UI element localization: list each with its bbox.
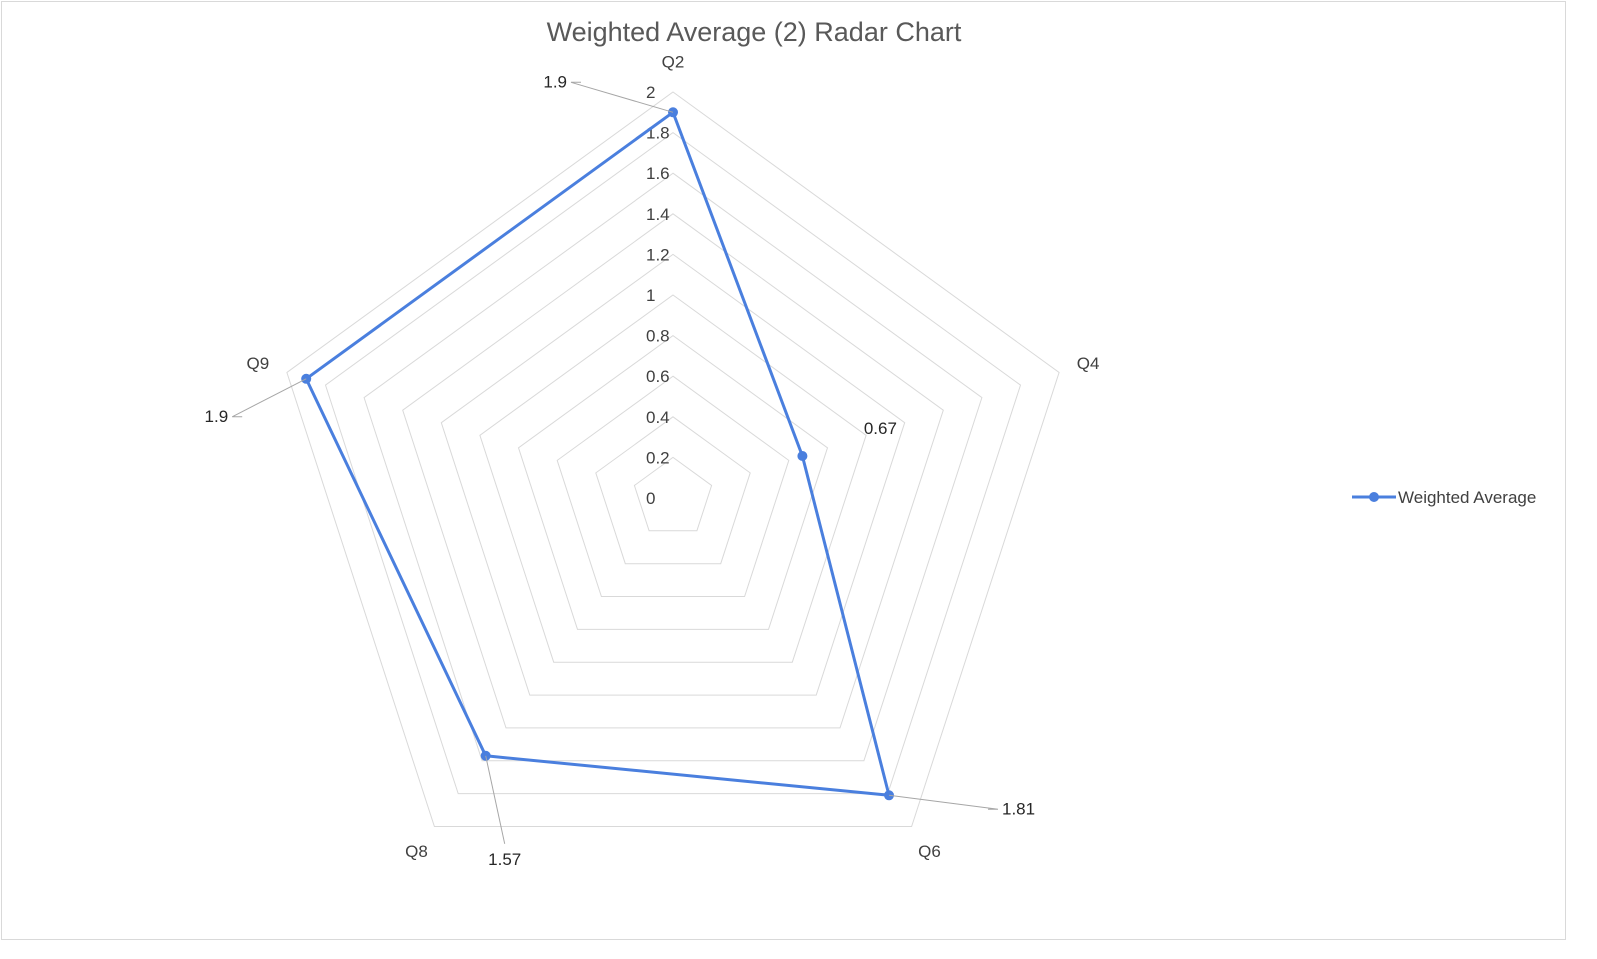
category-label-q8: Q8	[405, 842, 428, 861]
data-label-leader-line	[570, 81, 674, 113]
grid-ring	[556, 375, 790, 597]
category-labels: Q2 Q4 Q6 Q8 Q9	[247, 53, 1100, 861]
radial-tick-label: 0.6	[646, 367, 670, 386]
data-labels: 1.90.671.811.571.9	[205, 72, 1036, 869]
radial-tick-label: 2	[646, 83, 655, 102]
radial-tick-label: 1.4	[646, 205, 670, 224]
grid-ring	[595, 416, 751, 565]
data-label-leader-line	[888, 794, 999, 810]
data-label-q6: 1.81	[1002, 799, 1035, 818]
data-label-leader-line	[231, 378, 307, 418]
grid-ring	[363, 172, 983, 762]
chart-title: Weighted Average (2) Radar Chart	[547, 17, 962, 47]
radar-chart: Weighted Average (2) Radar Chart 0 0.2 0.4…	[205, 17, 1537, 869]
radial-tick-labels: 0 0.2 0.4 0.6 0.8 1 1.2 1.4 1.6 1.8 2	[646, 83, 670, 508]
radial-tick-label: 1.6	[646, 164, 670, 183]
radial-tick-label: 1.8	[646, 124, 670, 143]
grid-ring	[440, 253, 906, 696]
radial-tick-label: 0	[646, 489, 655, 508]
radial-tick-label: 1.2	[646, 245, 670, 264]
data-label-q8: 1.57	[488, 850, 521, 869]
data-label-leader-line	[485, 755, 506, 844]
grid-ring	[633, 456, 713, 532]
grid-ring	[324, 131, 1022, 795]
data-label-q4: 0.67	[864, 419, 897, 438]
radial-tick-label: 0.2	[646, 448, 670, 467]
data-label-q9: 1.9	[205, 407, 229, 426]
grid-ring	[402, 213, 944, 729]
legend-entry-weighted-average: Weighted Average	[1398, 488, 1536, 507]
grid-ring	[286, 91, 1060, 827]
radial-tick-label: 0.4	[646, 408, 670, 427]
radial-tick-label: 0.8	[646, 327, 670, 346]
category-label-q4: Q4	[1077, 354, 1100, 373]
radar-grid	[286, 91, 1060, 827]
chart-frame: Weighted Average (2) Radar Chart 0 0.2 0.4…	[1, 1, 1566, 940]
category-label-q2: Q2	[662, 53, 685, 72]
series-layer	[301, 107, 894, 801]
legend: Weighted Average	[1352, 488, 1536, 507]
radial-tick-label: 1	[646, 286, 655, 305]
data-point-q4	[797, 451, 808, 461]
grid-ring	[517, 334, 829, 630]
legend-swatch-marker	[1369, 492, 1379, 502]
data-label-q2: 1.9	[543, 72, 567, 91]
series-line-weighted-average	[304, 110, 891, 797]
category-label-q9: Q9	[247, 354, 270, 373]
grid-ring	[479, 294, 867, 663]
category-label-q6: Q6	[918, 842, 941, 861]
